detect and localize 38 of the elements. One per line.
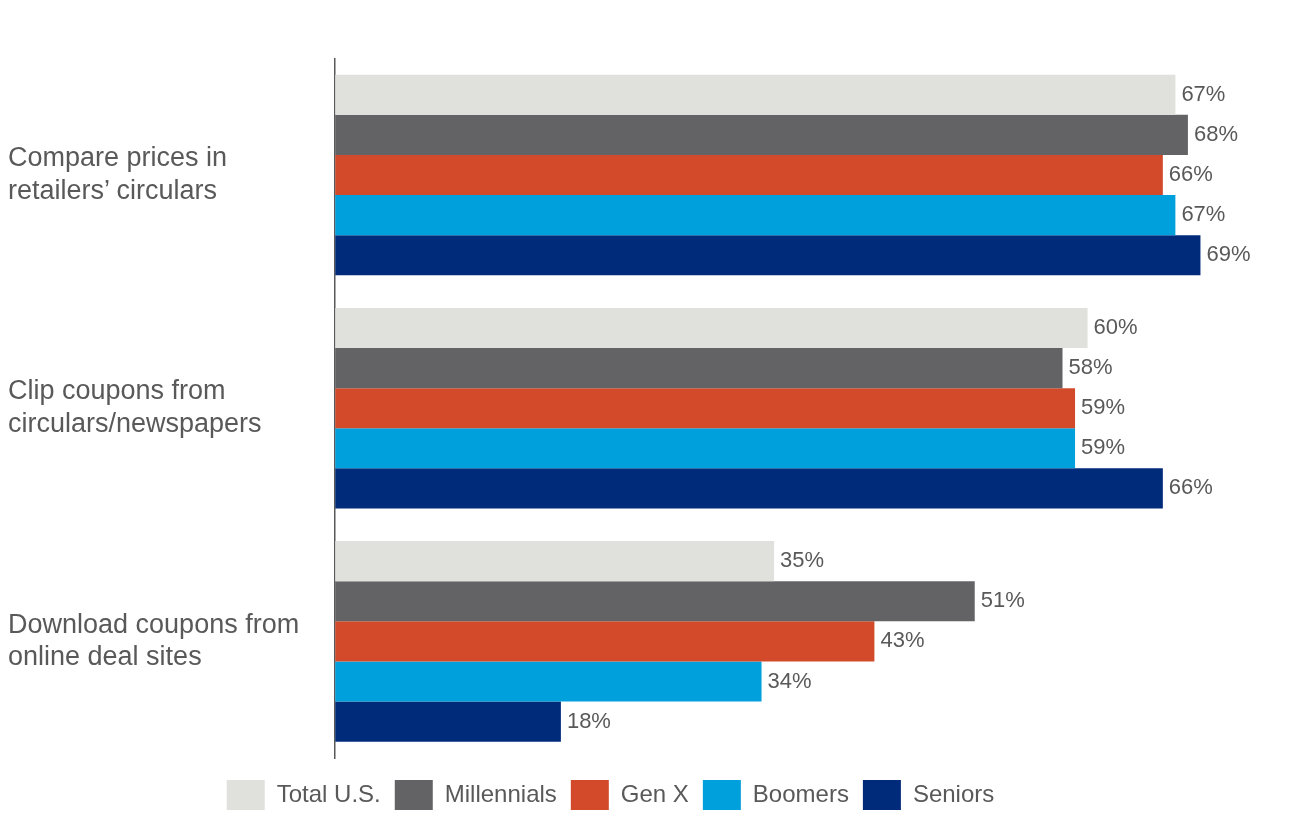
legend-label: Millennials	[444, 779, 557, 807]
data-label: 18%	[566, 707, 611, 733]
data-label: 59%	[1081, 394, 1126, 420]
bar	[335, 701, 561, 742]
data-label: 58%	[1068, 354, 1113, 380]
data-label: 43%	[880, 627, 925, 653]
data-label: 67%	[1181, 201, 1226, 227]
bar	[335, 388, 1076, 429]
bar	[335, 114, 1188, 155]
bar	[335, 541, 775, 582]
data-label: 59%	[1081, 434, 1126, 460]
data-label: 66%	[1168, 474, 1213, 500]
legend-label: Seniors	[912, 779, 995, 807]
y-tick-label: Download coupons from online deal sites	[8, 608, 300, 672]
bar	[335, 468, 1163, 509]
y-tick-label: Clip coupons from circulars/newspapers	[8, 375, 262, 438]
bar	[335, 348, 1063, 389]
bar	[335, 661, 762, 702]
bar	[335, 581, 975, 622]
data-label: 60%	[1093, 314, 1138, 340]
bar	[335, 621, 875, 662]
data-label: 35%	[780, 547, 825, 573]
data-label: 51%	[980, 587, 1025, 613]
data-label: 67%	[1181, 80, 1226, 106]
data-label: 68%	[1193, 120, 1238, 146]
bar	[335, 74, 1176, 115]
data-label: 66%	[1168, 161, 1213, 187]
data-label: 69%	[1206, 241, 1251, 267]
bar	[335, 428, 1076, 469]
data-label: 34%	[767, 667, 812, 693]
legend-label: Total U.S.	[276, 779, 381, 807]
bar	[335, 235, 1201, 276]
legend-label: Gen X	[620, 779, 689, 807]
y-tick-label: Compare prices in retailers’ circulars	[8, 142, 228, 205]
bar	[335, 195, 1176, 236]
bar	[335, 307, 1088, 349]
bar	[335, 154, 1163, 196]
legend-label: Boomers	[752, 779, 849, 807]
